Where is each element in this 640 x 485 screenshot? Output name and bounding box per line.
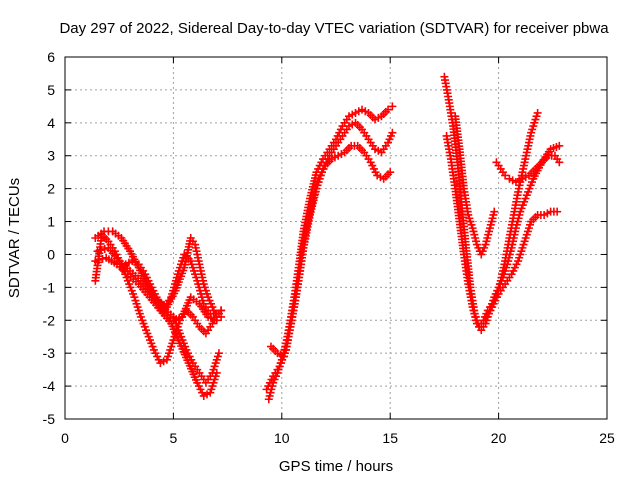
- data-point: [212, 368, 221, 377]
- data-point: [501, 171, 510, 180]
- y-tick-label: 3: [47, 148, 55, 164]
- y-tick-label: 6: [47, 49, 55, 65]
- y-tick-label: -4: [43, 378, 56, 394]
- x-tick-label: 25: [599, 430, 615, 446]
- x-tick-label: 0: [61, 430, 69, 446]
- y-axis-label: SDTVAR / TECUs: [6, 178, 23, 298]
- chart-title: Day 297 of 2022, Sidereal Day-to-day VTE…: [59, 20, 609, 37]
- y-tick-label: 2: [47, 181, 55, 197]
- y-tick-label: -3: [43, 345, 56, 361]
- data-point: [217, 306, 226, 315]
- data-point: [533, 108, 542, 117]
- x-tick-label: 20: [491, 430, 507, 446]
- data-point: [384, 105, 393, 114]
- axes: 0 5 10 15 20 25 -5 -4 -3 -2 -1 0 1 2 3 4 5 6: [43, 49, 615, 446]
- x-axis-label: GPS time / hours: [279, 458, 393, 475]
- data-point: [93, 247, 102, 256]
- data-marker: [97, 246, 106, 255]
- data-point: [553, 207, 562, 216]
- data-point: [388, 128, 397, 137]
- data-point: [91, 257, 100, 266]
- y-tick-label: -5: [43, 411, 56, 427]
- data-point: [214, 349, 223, 358]
- data-point: [555, 158, 564, 167]
- data-point: [386, 168, 395, 177]
- y-tick-label: -2: [43, 312, 56, 328]
- data-point: [388, 102, 397, 111]
- x-tick-label: 15: [382, 430, 398, 446]
- y-tick-label: 0: [47, 246, 55, 262]
- y-tick-label: -1: [43, 279, 56, 295]
- data-marker: [100, 244, 109, 253]
- y-tick-label: 4: [47, 115, 55, 131]
- x-tick-label: 10: [274, 430, 290, 446]
- data-marker: [94, 255, 103, 264]
- data-points: [91, 72, 564, 404]
- data-point: [490, 207, 499, 216]
- x-tick-label: 5: [170, 430, 178, 446]
- data-point: [555, 141, 564, 150]
- y-tick-label: 1: [47, 214, 55, 230]
- plot-frame: [64, 56, 608, 420]
- y-tick-label: 5: [47, 82, 55, 98]
